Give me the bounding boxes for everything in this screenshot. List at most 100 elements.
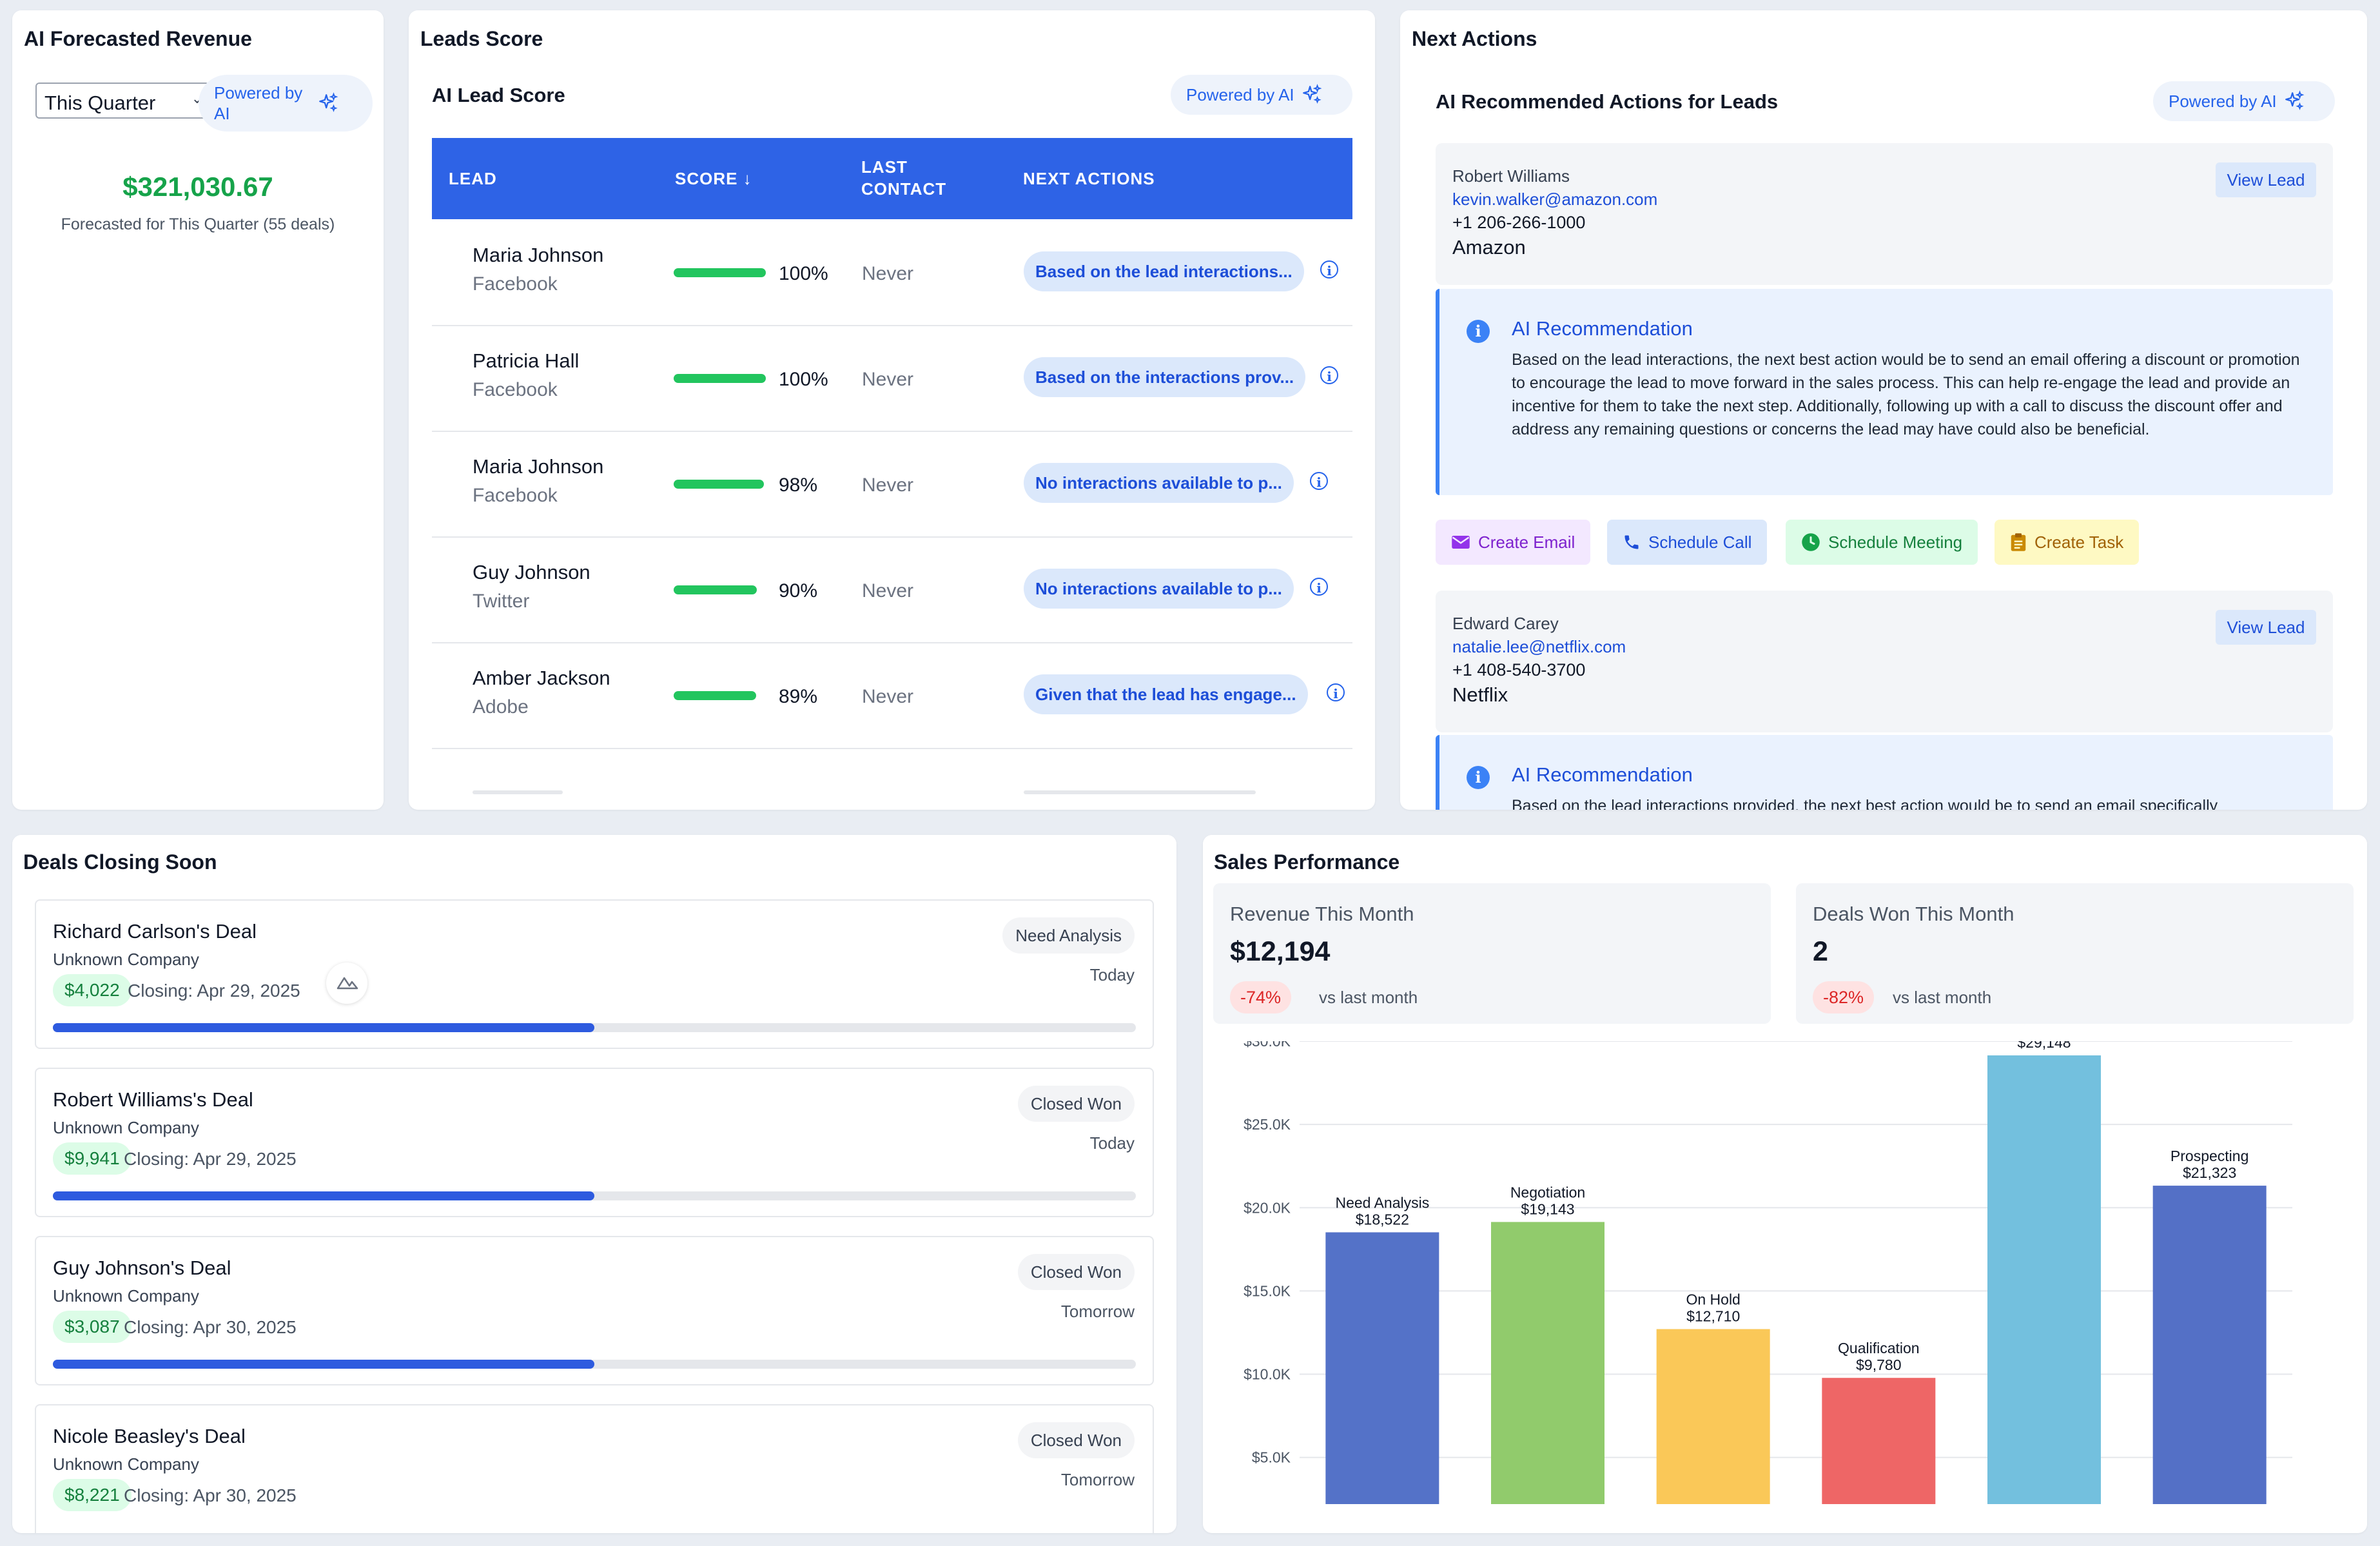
next-action-pill[interactable]: No interactions available to p... [1024,463,1294,503]
schedule-meeting-label: Schedule Meeting [1828,533,1963,552]
forecast-title: AI Forecasted Revenue [24,27,252,50]
next-action-pill[interactable]: Based on the lead interactions... [1024,251,1304,291]
y-tick-label: $25.0K [1244,1116,1291,1133]
bar-qualification[interactable] [1822,1378,1936,1504]
deal-card[interactable]: Nicole Beasley's Deal Unknown Company $8… [35,1404,1154,1533]
bar-value-label: $18,522 [1356,1211,1409,1228]
schedule-call-button[interactable]: Schedule Call [1607,520,1768,565]
bar-value-label: $21,323 [2183,1164,2236,1181]
bar-on-hold[interactable] [1656,1329,1770,1504]
deal-company: Unknown Company [53,1454,199,1474]
phone-icon [1624,535,1639,549]
lead-last-contact: Never [862,369,914,390]
revenue-vs-label: vs last month [1319,988,1418,1007]
deal-closing-date: Closing: Apr 30, 2025 [124,1485,297,1505]
deal-progress-track [53,1191,1136,1200]
deal-name: Richard Carlson's Deal [53,920,257,943]
table-row[interactable]: Maria Johnson Facebook 100% Never Based … [432,219,1352,326]
clock-icon [1802,533,1820,551]
deal-company: Unknown Company [53,1118,199,1137]
sales-title: Sales Performance [1214,850,1400,874]
lead-card-name: Robert Williams [1452,166,1570,186]
deals-won-label: Deals Won This Month [1813,903,2014,925]
deal-name: Guy Johnson's Deal [53,1257,231,1279]
bar-value-label: $29,148 [2017,1041,2071,1051]
ai-recommendation-box: i AI Recommendation Based on the lead in… [1436,735,2333,810]
column-header-last-contact[interactable]: LAST CONTACT [861,157,947,199]
lead-card-email[interactable]: kevin.walker@amazon.com [1452,190,1658,209]
info-icon[interactable]: i [1310,578,1328,596]
y-tick-label: $5.0K [1252,1449,1291,1466]
period-select[interactable]: This Quarter ⌄ [35,83,210,119]
column-header-score[interactable]: SCORE ↓ [675,169,752,188]
deal-company: Unknown Company [53,950,199,969]
mountain-icon [337,977,358,990]
next-action-pill[interactable]: Given that the lead has engage... [1024,674,1308,714]
bar-value-label: $12,710 [1686,1308,1740,1325]
lead-last-contact: Never [862,686,914,707]
bar-prospecting[interactable] [2152,1186,2267,1504]
table-row[interactable]: Guy Johnson Twitter 90% Never No interac… [432,536,1352,643]
column-header-next-actions[interactable]: NEXT ACTIONS [1023,169,1155,188]
deal-name: Robert Williams's Deal [53,1088,253,1111]
y-tick-label: $30.0K [1244,1041,1291,1050]
deal-card[interactable]: Richard Carlson's Deal Unknown Company $… [35,899,1154,1049]
schedule-meeting-button[interactable]: Schedule Meeting [1786,520,1978,565]
revenue-delta-badge: -74% [1230,981,1292,1013]
revenue-label: Revenue This Month [1230,903,1414,925]
score-bar [674,268,766,277]
schedule-call-label: Schedule Call [1648,533,1752,552]
info-icon[interactable]: i [1310,472,1328,490]
deal-due-label: Today [1089,1133,1135,1153]
lead-name: Maria Johnson [473,455,604,478]
floating-action-icon[interactable] [326,963,367,1004]
view-lead-button[interactable]: View Lead [2216,162,2316,197]
deals-won-delta-badge: -82% [1813,981,1875,1013]
lead-name: Patricia Hall [473,349,580,372]
lead-source: Facebook [473,379,558,400]
score-bar [674,374,766,383]
lead-last-contact: Never [862,580,914,602]
bar-negotiation[interactable] [1491,1222,1605,1504]
powered-by-ai-badge: Powered by AI [199,75,373,132]
lead-source: Facebook [473,485,558,506]
deal-card[interactable]: Robert Williams's Deal Unknown Company $… [35,1068,1154,1217]
revenue-value: $12,194 [1230,936,1331,967]
info-icon: i [1467,766,1490,789]
table-row-partial [432,784,1352,797]
lead-source: Twitter [473,591,530,612]
sparkle-icon [2285,90,2305,110]
ai-recommendation-title: AI Recommendation [1512,317,1693,340]
bar-category-label: Need Analysis [1335,1194,1429,1211]
lead-score: 98% [779,475,818,496]
lead-card-email[interactable]: natalie.lee@netflix.com [1452,637,1626,656]
table-row[interactable]: Maria Johnson Facebook 98% Never No inte… [432,431,1352,538]
next-action-pill[interactable]: No interactions available to p... [1024,569,1294,609]
column-header-lead[interactable]: LEAD [449,169,497,188]
table-row[interactable]: Amber Jackson Adobe 89% Never Given that… [432,642,1352,749]
info-icon[interactable]: i [1327,683,1345,701]
deals-title: Deals Closing Soon [23,850,217,874]
bar-value-preposition[interactable] [1987,1055,2101,1504]
deal-stage-badge: Closed Won [1017,1422,1135,1458]
deal-progress-fill [53,1023,594,1032]
deal-card[interactable]: Guy Johnson's Deal Unknown Company $3,08… [35,1236,1154,1385]
y-tick-label: $20.0K [1244,1199,1291,1216]
create-email-button[interactable]: Create Email [1436,520,1591,565]
info-icon[interactable]: i [1320,260,1338,279]
next-actions-panel: Next Actions AI Recommended Actions for … [1400,10,2367,810]
create-task-button[interactable]: Create Task [1995,520,2140,565]
view-lead-button[interactable]: View Lead [2216,610,2316,645]
table-row[interactable]: Patricia Hall Facebook 100% Never Based … [432,325,1352,432]
ai-recommendation-title: AI Recommendation [1512,763,1693,786]
deals-panel: Deals Closing Soon Richard Carlson's Dea… [12,835,1176,1533]
y-tick-label: $10.0K [1244,1366,1291,1383]
next-action-pill[interactable]: Based on the interactions prov... [1024,357,1306,397]
deals-won-vs-label: vs last month [1893,988,1992,1007]
lead-score: 89% [779,686,818,707]
deal-amount-badge: $4,022 [53,974,132,1006]
bar-need-analysis[interactable] [1325,1232,1439,1504]
deal-progress-fill [53,1191,594,1200]
info-icon[interactable]: i [1320,366,1338,384]
lead-card-company: Amazon [1452,236,1526,259]
